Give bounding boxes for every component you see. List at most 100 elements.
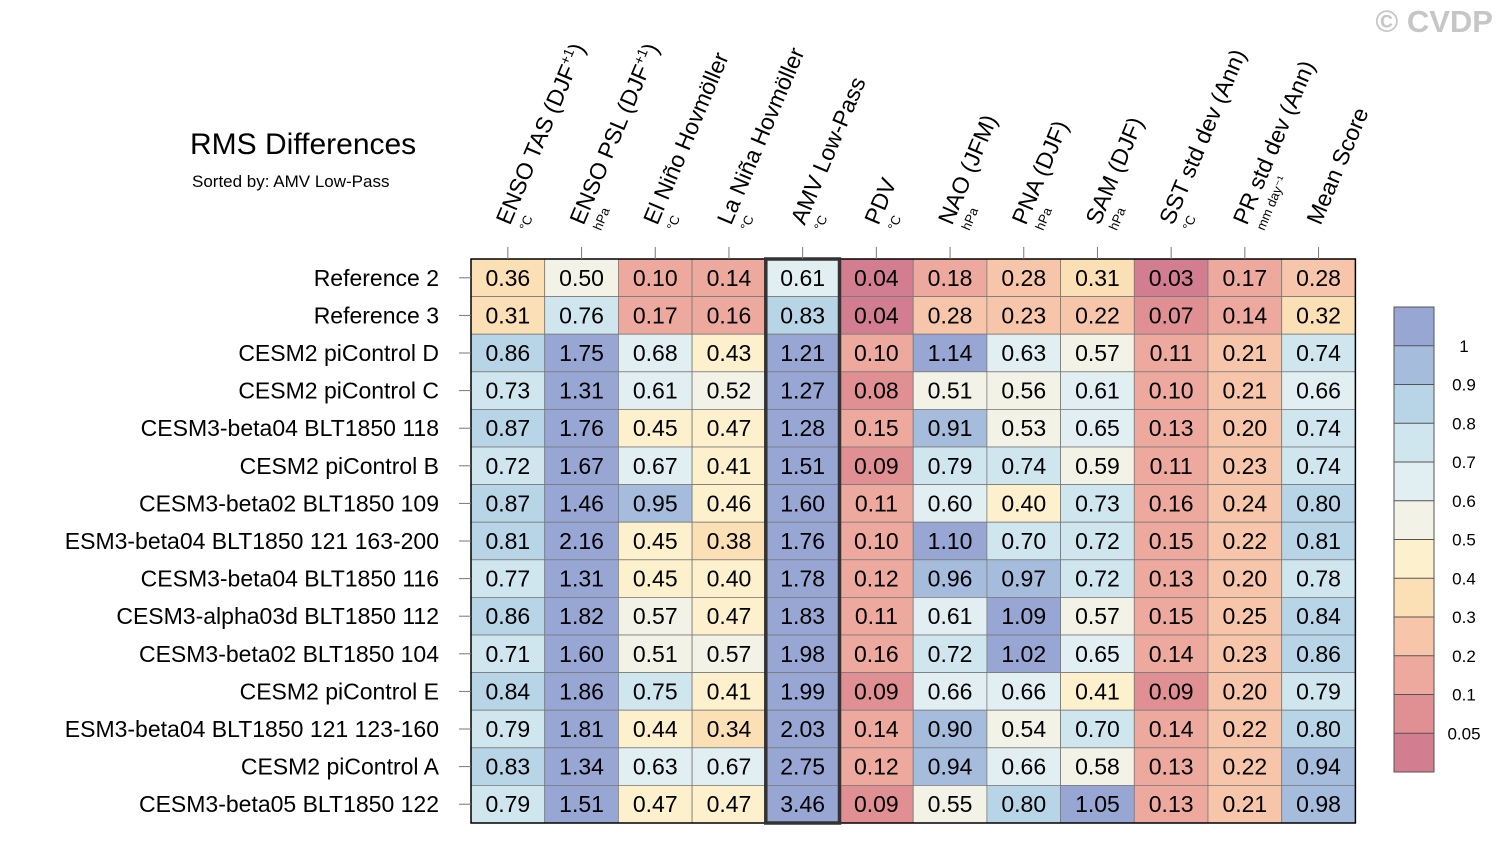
heatmap-cell — [470, 408, 546, 448]
cell-value: 0.77 — [485, 566, 530, 592]
heatmap-cell — [618, 597, 693, 636]
cell-value: 0.09 — [854, 791, 899, 817]
cell-value: 0.94 — [928, 754, 973, 780]
cell-value: 1.86 — [559, 678, 604, 704]
heatmap-cell — [618, 634, 693, 673]
cell-value: 0.14 — [1149, 716, 1194, 742]
cell-value: 0.70 — [1001, 528, 1046, 554]
colorbar-segment — [1394, 423, 1434, 462]
cell-value: 0.11 — [855, 490, 898, 516]
heatmap-cell — [1060, 597, 1135, 636]
colorbar-segment — [1394, 307, 1434, 346]
cell-value: 1.76 — [780, 528, 825, 554]
cell-value: 1.99 — [780, 678, 825, 704]
cell-value: 0.20 — [1222, 678, 1267, 704]
heatmap-cell — [912, 446, 988, 485]
cell-value: 0.09 — [1149, 678, 1194, 704]
cell-value: 1.76 — [559, 415, 604, 441]
cell-value: 0.57 — [1075, 340, 1120, 366]
cell-value: 0.22 — [1222, 754, 1267, 780]
cell-value: 0.36 — [485, 265, 530, 291]
column-unit: °C — [1179, 213, 1199, 232]
cell-value: 0.83 — [780, 302, 825, 328]
cell-value: 0.79 — [928, 453, 973, 479]
cell-value: 0.18 — [928, 265, 973, 291]
cell-value: 0.79 — [485, 791, 530, 817]
cell-value: 0.07 — [1149, 302, 1194, 328]
cell-value: 2.16 — [559, 528, 604, 554]
heatmap-cell — [618, 747, 693, 786]
cell-value: 0.13 — [1149, 415, 1194, 441]
colorbar-tick-label: 0.7 — [1452, 453, 1476, 472]
cell-value: 0.16 — [854, 641, 899, 667]
heatmap-cell — [544, 371, 619, 410]
cell-value: 0.66 — [928, 678, 973, 704]
cell-value: 0.63 — [1001, 340, 1046, 366]
cell-value: 0.41 — [1075, 678, 1120, 704]
heatmap-cell — [839, 634, 914, 673]
heatmap-cell — [1060, 785, 1135, 824]
heatmap-cell — [691, 597, 767, 636]
row-label-reference-2: Reference 2 — [314, 265, 439, 291]
heatmap-cell — [1060, 484, 1135, 523]
cell-value: 1.34 — [559, 754, 604, 780]
cell-value: 0.03 — [1149, 265, 1194, 291]
row-label-cesm3-beta04-blt1850-116: CESM3-beta04 BLT1850 116 — [141, 566, 439, 592]
cell-value: 0.13 — [1149, 754, 1194, 780]
cell-value: 0.74 — [1296, 415, 1341, 441]
heatmap-cell — [765, 484, 840, 523]
heatmap-cell — [1207, 521, 1283, 561]
cell-value: 1.78 — [780, 566, 825, 592]
cell-value: 0.56 — [1001, 378, 1046, 404]
colorbar-tick-label: 0.6 — [1452, 492, 1476, 511]
cell-value: 0.61 — [780, 265, 825, 291]
heatmap-cell — [986, 258, 1062, 297]
cell-value: 0.21 — [1222, 340, 1267, 366]
cell-value: 0.31 — [485, 302, 530, 328]
heatmap-cell — [912, 785, 988, 824]
heatmap-cell — [1207, 446, 1283, 485]
cell-value: 0.47 — [707, 603, 752, 629]
heatmap-cell — [470, 747, 546, 786]
heatmap-cell — [912, 747, 988, 786]
cell-value: 0.81 — [1296, 528, 1341, 554]
row-label-cesm2-picontrol-b: CESM2 piControl B — [240, 453, 439, 479]
cell-value: 0.21 — [1222, 791, 1267, 817]
cell-value: 0.63 — [633, 754, 678, 780]
cell-value: 0.73 — [1075, 490, 1120, 516]
cell-value: 0.65 — [1075, 641, 1120, 667]
heatmap-cell — [1281, 521, 1356, 561]
cell-value: 0.79 — [1296, 678, 1341, 704]
cell-value: 0.22 — [1222, 528, 1267, 554]
cell-value: 0.13 — [1149, 791, 1194, 817]
cell-value: 1.28 — [780, 415, 825, 441]
heatmap-cell — [912, 709, 988, 749]
cell-value: 1.98 — [780, 641, 825, 667]
cell-value: 1.09 — [1001, 603, 1046, 629]
heatmap-cell — [765, 785, 840, 824]
column-label-sam-djf: SAM (DJF)hPa — [1080, 113, 1148, 232]
colorbar-tick-label: 0.4 — [1452, 569, 1476, 588]
cell-value: 0.23 — [1222, 453, 1267, 479]
heatmap-cell — [986, 408, 1062, 448]
cell-value: 0.38 — [707, 528, 752, 554]
cell-value: 0.91 — [928, 415, 973, 441]
cell-value: 0.57 — [707, 641, 752, 667]
cell-value: 0.10 — [854, 528, 899, 554]
cell-value: 0.97 — [1001, 566, 1046, 592]
cell-value: 1.31 — [559, 378, 604, 404]
colorbar-segment — [1394, 539, 1434, 579]
heatmap-cell — [1133, 408, 1209, 448]
cell-value: 0.50 — [559, 265, 604, 291]
cell-value: 0.79 — [485, 716, 530, 742]
cell-value: 0.66 — [1296, 378, 1341, 404]
cell-value: 0.72 — [928, 641, 973, 667]
column-label-nao-jfm: NAO (JFM)hPa — [933, 111, 1002, 233]
heatmap-cell — [839, 559, 914, 598]
cell-value: 0.66 — [1001, 754, 1046, 780]
heatmap-cell — [1207, 559, 1283, 598]
cell-value: 0.28 — [928, 302, 973, 328]
row-label-reference-3: Reference 3 — [314, 302, 439, 328]
column-unit: °C — [811, 213, 831, 232]
colorbar-tick-label: 0.2 — [1452, 647, 1476, 666]
